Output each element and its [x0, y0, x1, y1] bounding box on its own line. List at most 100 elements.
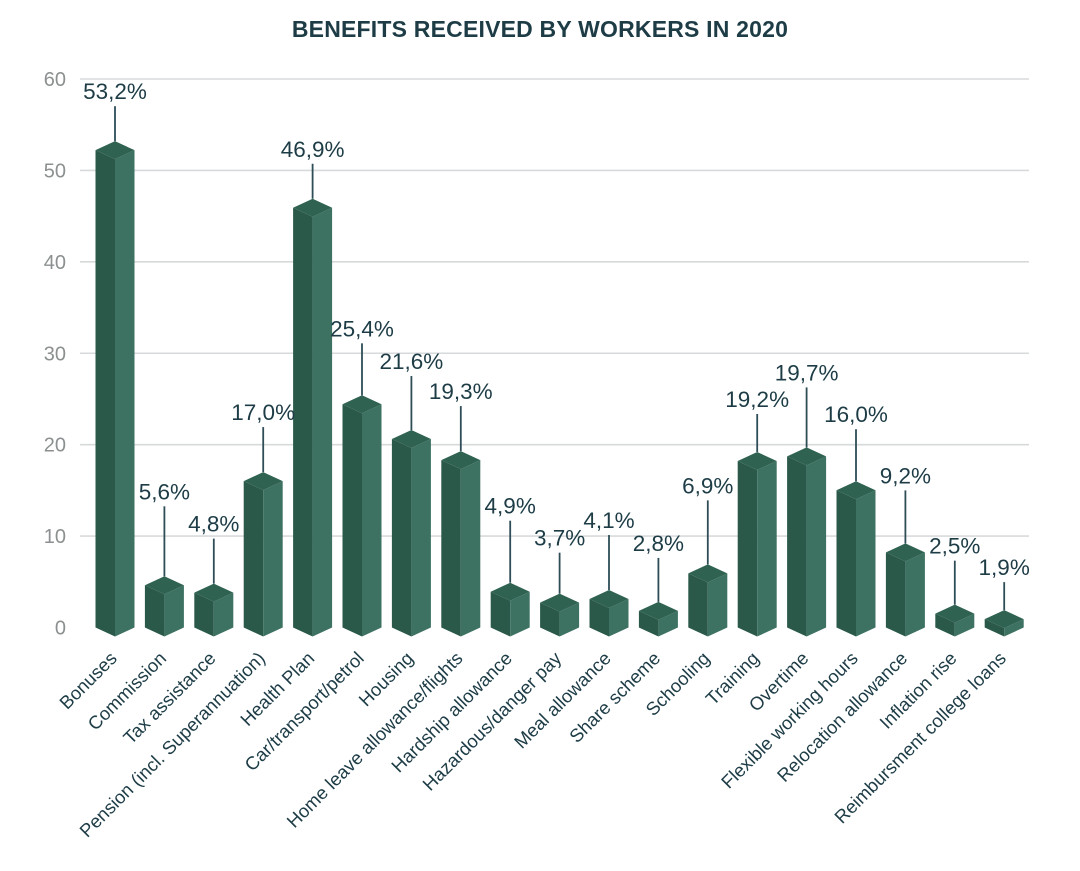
bar-right-face [362, 404, 382, 637]
bar [885, 543, 925, 637]
bar-left-face [194, 592, 214, 637]
bar-left-face [984, 619, 1005, 637]
bar-top-face [490, 582, 530, 601]
bar-top-face [935, 604, 975, 623]
value-label: 9,2% [880, 463, 931, 488]
bar [441, 451, 481, 637]
bar-top-face [391, 430, 431, 449]
bar-right-face [707, 573, 728, 637]
bar [984, 610, 1024, 637]
bar-top-face [293, 198, 333, 217]
y-axis-tick-label: 50 [44, 160, 66, 182]
bar [144, 576, 184, 637]
bar-left-face [836, 490, 856, 637]
bar-left-face [391, 439, 412, 637]
bar-top-face [342, 395, 382, 414]
bar [243, 472, 283, 637]
bar [194, 583, 234, 637]
bar-left-face [737, 460, 758, 637]
bar-top-face [144, 576, 184, 595]
value-label: 53,2% [83, 79, 147, 104]
bar-right-face [905, 552, 925, 637]
chart-title: BENEFITS RECEIVED BY WORKERS IN 2020 [291, 16, 789, 42]
value-label: 21,6% [379, 349, 443, 374]
bar-left-face [540, 602, 560, 637]
bar [589, 590, 629, 637]
y-axis-tick-label: 30 [44, 343, 66, 365]
bar-right-face [609, 599, 629, 637]
bar-left-face [95, 150, 115, 637]
bar-top-face [836, 481, 876, 500]
bar-left-face [589, 599, 609, 637]
bar-right-face [115, 150, 135, 637]
bar-top-face [194, 583, 234, 602]
bar [540, 593, 580, 637]
bar-right-face [658, 610, 678, 637]
bar-top-face [984, 610, 1024, 629]
value-label: 25,4% [330, 316, 394, 341]
bar-left-face [638, 610, 659, 637]
value-label: 17,0% [231, 400, 295, 425]
bar-left-face [787, 456, 807, 637]
bar [490, 582, 530, 637]
bar-top-face [787, 447, 827, 466]
bar [688, 564, 728, 637]
bar-left-face [688, 573, 708, 637]
value-label: 4,8% [188, 512, 239, 537]
bar [638, 601, 678, 637]
bar-right-face [411, 439, 431, 637]
value-label: 19,3% [429, 379, 493, 404]
value-label: 6,9% [682, 473, 733, 498]
bar-left-face [441, 460, 461, 637]
bar [836, 481, 876, 637]
value-label: 2,8% [633, 531, 684, 556]
bar-top-face [540, 593, 580, 612]
bar-right-face [213, 592, 234, 637]
value-label: 19,2% [725, 387, 789, 412]
bar-top-face [589, 590, 629, 609]
bar [391, 430, 431, 637]
value-labels: 53,2% 5,6% 4,8% 17,0% 46,9% 25,4% 21,6% 19,3% 4,… [83, 79, 1030, 611]
bar-left-face [490, 591, 511, 637]
bar-right-face [559, 602, 580, 637]
bar-top-face [441, 451, 481, 470]
bar [737, 451, 777, 637]
bar-right-face [856, 490, 876, 637]
bar-right-face [806, 456, 827, 637]
bar [935, 604, 975, 637]
bars [95, 141, 1024, 637]
bar-top-face [688, 564, 728, 583]
value-label: 3,7% [534, 526, 585, 551]
bar-left-face [144, 585, 165, 637]
bar-top-face [885, 543, 925, 562]
bar-right-face [757, 460, 777, 637]
bar-left-face [935, 613, 955, 637]
value-label: 4,9% [485, 494, 536, 519]
bar-left-face [243, 481, 264, 637]
bar-right-face [510, 591, 530, 637]
bar-right-face [263, 481, 283, 637]
value-label: 16,0% [824, 402, 888, 427]
y-axis: 0 10 20 30 40 50 60 [44, 69, 66, 640]
bar [787, 447, 827, 637]
bar-right-face [164, 585, 184, 637]
value-label: 2,5% [929, 534, 980, 559]
value-label: 46,9% [281, 137, 345, 162]
bar-right-face [954, 613, 975, 637]
y-axis-tick-label: 0 [55, 618, 66, 640]
value-label: 4,1% [583, 508, 634, 533]
y-axis-tick-label: 40 [44, 252, 66, 274]
y-axis-tick-label: 60 [44, 69, 66, 91]
bar-right-face [1004, 619, 1024, 637]
bar-right-face [312, 207, 333, 637]
y-axis-tick-label: 10 [44, 526, 66, 548]
bar-top-face [737, 451, 777, 470]
bar-left-face [885, 552, 906, 637]
bar [342, 395, 382, 637]
bar [95, 141, 135, 637]
y-axis-tick-label: 20 [44, 435, 66, 457]
value-label: 5,6% [139, 479, 190, 504]
